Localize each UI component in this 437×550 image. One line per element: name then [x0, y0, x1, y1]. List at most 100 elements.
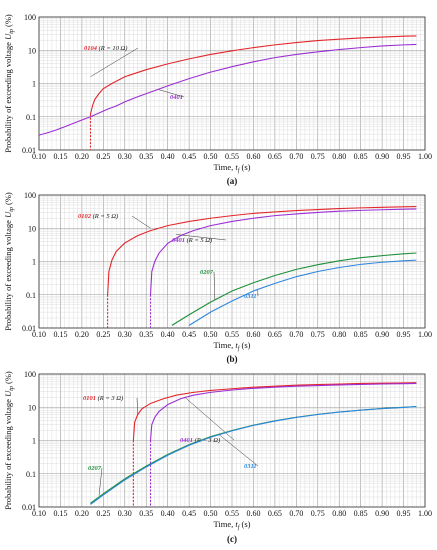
- y-tick-label: 0.01: [22, 324, 36, 333]
- panel-label: (b): [227, 354, 238, 364]
- x-tick-label: 0.30: [118, 509, 132, 518]
- x-tick-label: 0.75: [311, 152, 325, 161]
- x-tick-label: 0.20: [75, 330, 89, 339]
- x-tick-label: 0.50: [204, 330, 218, 339]
- y-tick-label: 10: [28, 46, 36, 55]
- x-tick-label: 0.35: [139, 330, 153, 339]
- series-line-0101: [132, 382, 417, 441]
- x-tick-label: 0.80: [332, 152, 346, 161]
- series-line-0401: [149, 208, 417, 295]
- y-tick-label: 10: [28, 403, 36, 412]
- x-tick-label: 0.75: [311, 330, 325, 339]
- y-tick-label: 100: [24, 370, 36, 379]
- panel-label: (a): [227, 176, 238, 186]
- series-label: 0104 (R = 10 Ω): [84, 45, 127, 52]
- series-label: 0401 (R = 3 Ω): [180, 437, 220, 444]
- x-tick-label: 0.75: [311, 509, 325, 518]
- x-tick-label: 0.70: [289, 509, 303, 518]
- grid: [38, 373, 426, 508]
- series-line-0311: [188, 259, 417, 326]
- x-axis-title: Time, tf (s): [213, 519, 250, 531]
- label-leader-line: [218, 434, 259, 467]
- x-tick-label: 0.70: [289, 152, 303, 161]
- x-tick-label: 0.60: [246, 152, 260, 161]
- x-tick-label: 0.70: [289, 330, 303, 339]
- chart-panel-2: 0.10 0.15 0.20 0.25 0.30 0.35 0.40 0.45 0.50 0.55…: [3, 191, 432, 364]
- x-tick-label: 0.90: [375, 330, 389, 339]
- y-axis-title: Probability of exceeding voltage Utp (%): [3, 192, 15, 331]
- x-tick-label: 0.30: [118, 152, 132, 161]
- label-leader-line: [90, 47, 139, 77]
- series-line-0401: [149, 382, 417, 441]
- label-leader-line: [176, 234, 227, 241]
- y-tick-label: 0.1: [26, 291, 36, 300]
- x-tick-label: 1.00: [418, 152, 432, 161]
- y-tick-label: 1: [32, 80, 36, 89]
- x-axis-title: Time, tf (s): [213, 340, 250, 352]
- x-tick-label: 0.45: [182, 152, 196, 161]
- y-tick-label: 10: [28, 224, 36, 233]
- x-tick-label: 0.10: [32, 330, 46, 339]
- x-tick-label: 0.55: [225, 509, 239, 518]
- x-tick-label: 0.85: [354, 509, 368, 518]
- x-tick-label: 0.50: [204, 152, 218, 161]
- series-label: 0207: [200, 269, 214, 276]
- y-axis-title: Probability of exceeding voltage Utp (%): [3, 14, 15, 153]
- series-label: 0401 (R = 5 Ω): [172, 237, 212, 244]
- series-label: 0311: [244, 293, 257, 300]
- y-tick-label: 0.1: [26, 113, 36, 122]
- y-tick-label: 1: [32, 258, 36, 267]
- y-axis-title: Probability of exceeding voltage Utp (%): [3, 371, 15, 510]
- label-leader-line: [213, 271, 216, 300]
- y-tick-label: 0.1: [26, 470, 36, 479]
- x-tick-label: 0.65: [268, 509, 282, 518]
- x-tick-label: 0.50: [204, 509, 218, 518]
- x-tick-label: 0.65: [268, 152, 282, 161]
- label-leader-line: [136, 397, 138, 415]
- series-label: 0207: [88, 465, 102, 472]
- y-tick-label: 1: [32, 437, 36, 446]
- x-tick-label: 0.20: [75, 152, 89, 161]
- x-tick-label: 0.25: [96, 152, 110, 161]
- x-tick-label: 0.35: [139, 509, 153, 518]
- x-tick-label: 0.55: [225, 152, 239, 161]
- label-leader-line: [131, 215, 151, 229]
- x-tick-label: 0.85: [354, 330, 368, 339]
- y-tick-label: 100: [24, 13, 36, 22]
- x-tick-label: 0.15: [53, 509, 67, 518]
- x-axis-title: Time, tf (s): [213, 162, 250, 174]
- series-line-0102: [107, 205, 417, 295]
- x-tick-label: 0.40: [161, 330, 175, 339]
- x-tick-label: 0.40: [161, 152, 175, 161]
- label-leader-line: [98, 467, 103, 496]
- x-tick-label: 0.90: [375, 152, 389, 161]
- chart-panel-1: 0.10 0.15 0.20 0.25 0.30 0.35 0.40 0.45 0.50 0.55…: [3, 13, 432, 186]
- x-tick-label: 1.00: [418, 509, 432, 518]
- x-tick-label: 0.55: [225, 330, 239, 339]
- x-tick-label: 0.30: [118, 330, 132, 339]
- x-tick-label: 0.95: [397, 152, 411, 161]
- x-tick-label: 0.80: [332, 509, 346, 518]
- x-tick-label: 1.00: [418, 330, 432, 339]
- series-line-0401: [38, 43, 417, 136]
- x-tick-label: 0.60: [246, 330, 260, 339]
- x-tick-label: 0.90: [375, 509, 389, 518]
- x-tick-label: 0.65: [268, 330, 282, 339]
- x-tick-label: 0.10: [32, 152, 46, 161]
- x-tick-label: 0.95: [397, 509, 411, 518]
- series-label: 0102 (R = 5 Ω): [78, 213, 118, 220]
- x-tick-label: 0.15: [53, 152, 67, 161]
- x-tick-label: 0.80: [332, 330, 346, 339]
- plot-frame: [38, 373, 426, 508]
- series-label: 0101 (R = 3 Ω): [83, 395, 123, 402]
- x-tick-label: 0.25: [96, 330, 110, 339]
- x-tick-label: 0.95: [397, 330, 411, 339]
- label-leader-line: [159, 89, 185, 98]
- x-tick-label: 0.10: [32, 509, 46, 518]
- series-label: 0401: [170, 94, 183, 101]
- chart-panel-3: 0.10 0.15 0.20 0.25 0.30 0.35 0.40 0.45 0.50 0.55…: [3, 370, 432, 544]
- x-tick-label: 0.45: [182, 330, 196, 339]
- series-line-0104: [89, 35, 417, 115]
- series-label: 0311: [244, 463, 257, 470]
